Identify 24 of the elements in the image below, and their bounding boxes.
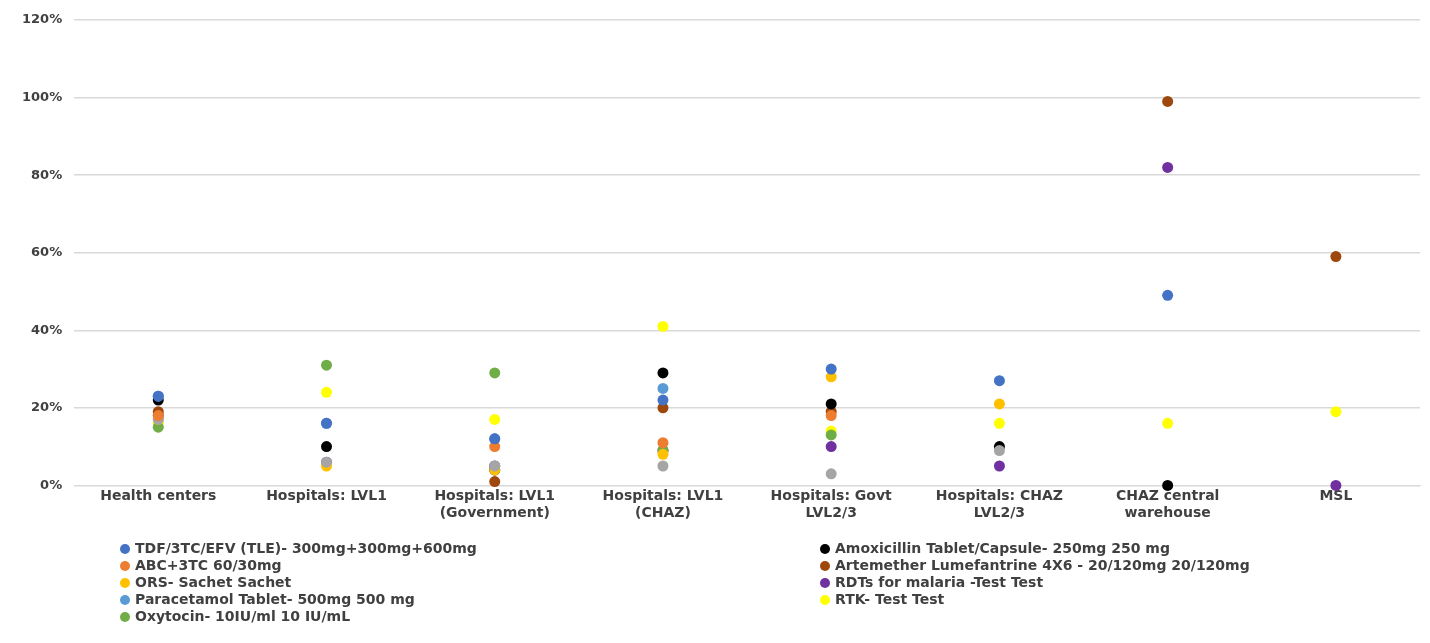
legend-label: Paracetamol Tablet- 500mg 500 mg [134,591,416,607]
x-tick-label: MSL [1319,487,1353,504]
y-tick-label: 80% [31,166,63,182]
legend-label: Amoxicillin Tablet/Capsule- 250mg 250 mg [834,540,1171,556]
x-tick-label: Health centers [100,487,217,504]
x-tick-label: Hospitals: Govt LVL2/3 [770,487,893,521]
legend-label: ORS- Sachet Sachet [134,574,293,590]
x-tick-label: Hospitals: LVL1 (Government) [434,487,556,521]
x-tick-label: Hospitals: CHAZ LVL2/3 [935,487,1064,521]
legend-label: TDF/3TC/EFV (TLE)- 300mg+300mg+600mg [134,540,478,556]
x-tick-label: Hospitals: LVL1 (CHAZ) [602,487,724,521]
y-tick-label: 20% [31,399,63,415]
y-tick-label: 120% [21,11,63,27]
x-tick-label: Hospitals: LVL1 [266,487,387,504]
y-tick-label: 100% [21,88,63,104]
legend-label: RTK- Test Test [834,591,946,607]
legend-label: Artemether Lumefantrine 4X6 - 20/120mg 20/120mg [834,557,1251,573]
y-tick-label: 0% [40,476,63,492]
x-tick-label: CHAZ central warehouse [1115,487,1220,521]
legend-label: Oxytocin- 10IU/ml 10 IU/mL [134,608,352,624]
y-tick-label: 40% [31,321,63,337]
legend-label: ABC+3TC 60/30mg [134,557,283,573]
y-tick-label: 60% [31,244,63,260]
legend-label: RDTs for malaria -Test Test [834,574,1045,590]
